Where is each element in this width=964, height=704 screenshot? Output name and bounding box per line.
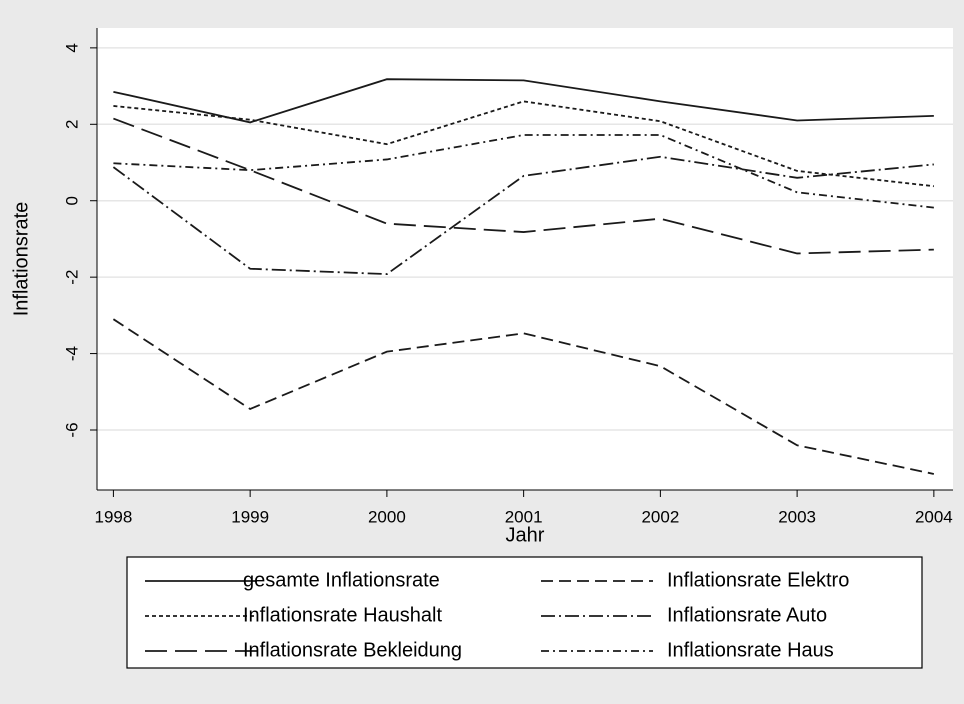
y-tick-label: 2 — [62, 120, 81, 129]
legend-label: gesamte Inflationsrate — [243, 569, 440, 591]
legend-label: Inflationsrate Bekleidung — [243, 639, 462, 661]
y-tick-label: -2 — [62, 270, 81, 285]
plot-area — [97, 28, 953, 490]
series-line — [112, 318, 935, 475]
x-tick-label: 2002 — [641, 507, 679, 526]
series-line — [112, 155, 934, 276]
series-line — [113, 100, 934, 188]
y-tick-label: -6 — [62, 422, 81, 437]
legend — [126, 556, 923, 669]
series-line — [113, 78, 934, 124]
x-tick-label: 1999 — [231, 507, 269, 526]
x-axis-label: Jahr — [506, 524, 545, 546]
y-tick-label: 0 — [62, 196, 81, 205]
x-tick-label: 1998 — [94, 507, 132, 526]
x-tick-label: 2004 — [915, 507, 953, 526]
legend-label: Inflationsrate Haus — [667, 639, 834, 661]
y-tick-label: 4 — [62, 43, 81, 52]
series-line — [113, 134, 934, 209]
series-line — [113, 117, 934, 255]
x-tick-label: 2003 — [778, 507, 816, 526]
x-tick-label: 2001 — [505, 507, 543, 526]
y-axis-label: Inflationsrate — [10, 202, 32, 317]
legend-label: Inflationsrate Haushalt — [243, 604, 442, 626]
legend-label: Inflationsrate Auto — [667, 604, 827, 626]
x-tick-label: 2000 — [368, 507, 406, 526]
y-tick-label: -4 — [62, 346, 81, 361]
legend-label: Inflationsrate Elektro — [667, 569, 849, 591]
